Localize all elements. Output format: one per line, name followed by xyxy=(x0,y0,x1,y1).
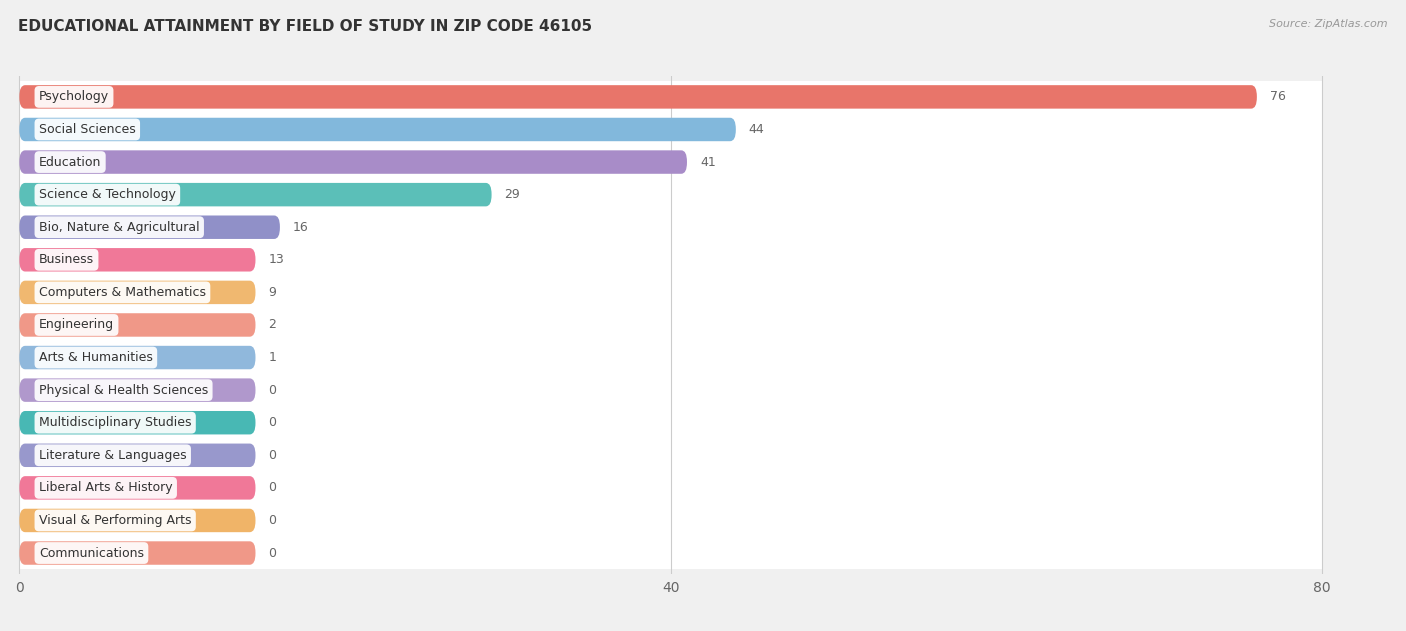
Text: Engineering: Engineering xyxy=(39,319,114,331)
Text: Arts & Humanities: Arts & Humanities xyxy=(39,351,153,364)
Text: Education: Education xyxy=(39,156,101,168)
FancyBboxPatch shape xyxy=(20,476,256,500)
FancyBboxPatch shape xyxy=(20,179,1322,211)
Text: Psychology: Psychology xyxy=(39,90,110,103)
Text: 2: 2 xyxy=(269,319,277,331)
FancyBboxPatch shape xyxy=(20,509,256,532)
Text: Communications: Communications xyxy=(39,546,143,560)
Text: Physical & Health Sciences: Physical & Health Sciences xyxy=(39,384,208,397)
FancyBboxPatch shape xyxy=(20,85,1257,109)
FancyBboxPatch shape xyxy=(20,118,735,141)
FancyBboxPatch shape xyxy=(20,276,1322,309)
Text: 0: 0 xyxy=(269,416,277,429)
Text: 44: 44 xyxy=(749,123,765,136)
FancyBboxPatch shape xyxy=(20,379,256,402)
FancyBboxPatch shape xyxy=(20,374,1322,406)
Text: 16: 16 xyxy=(292,221,309,233)
FancyBboxPatch shape xyxy=(20,146,1322,179)
FancyBboxPatch shape xyxy=(20,248,256,271)
FancyBboxPatch shape xyxy=(20,211,1322,244)
Text: 0: 0 xyxy=(269,481,277,494)
FancyBboxPatch shape xyxy=(20,281,256,304)
Text: 0: 0 xyxy=(269,546,277,560)
Text: 0: 0 xyxy=(269,449,277,462)
Text: 9: 9 xyxy=(269,286,277,299)
Text: EDUCATIONAL ATTAINMENT BY FIELD OF STUDY IN ZIP CODE 46105: EDUCATIONAL ATTAINMENT BY FIELD OF STUDY… xyxy=(18,19,592,34)
FancyBboxPatch shape xyxy=(20,113,1322,146)
Text: 13: 13 xyxy=(269,253,284,266)
FancyBboxPatch shape xyxy=(20,183,492,206)
Text: Liberal Arts & History: Liberal Arts & History xyxy=(39,481,173,494)
FancyBboxPatch shape xyxy=(20,244,1322,276)
Text: 1: 1 xyxy=(269,351,277,364)
FancyBboxPatch shape xyxy=(20,541,256,565)
FancyBboxPatch shape xyxy=(20,411,256,434)
FancyBboxPatch shape xyxy=(20,81,1322,113)
Text: 0: 0 xyxy=(269,384,277,397)
FancyBboxPatch shape xyxy=(20,313,256,337)
FancyBboxPatch shape xyxy=(20,444,256,467)
Text: Source: ZipAtlas.com: Source: ZipAtlas.com xyxy=(1270,19,1388,29)
Text: Social Sciences: Social Sciences xyxy=(39,123,135,136)
FancyBboxPatch shape xyxy=(20,439,1322,471)
FancyBboxPatch shape xyxy=(20,406,1322,439)
Text: 29: 29 xyxy=(505,188,520,201)
Text: Business: Business xyxy=(39,253,94,266)
Text: 76: 76 xyxy=(1270,90,1285,103)
Text: 0: 0 xyxy=(269,514,277,527)
Text: Visual & Performing Arts: Visual & Performing Arts xyxy=(39,514,191,527)
Text: Multidisciplinary Studies: Multidisciplinary Studies xyxy=(39,416,191,429)
Text: 41: 41 xyxy=(700,156,716,168)
Text: Computers & Mathematics: Computers & Mathematics xyxy=(39,286,205,299)
FancyBboxPatch shape xyxy=(20,150,688,174)
FancyBboxPatch shape xyxy=(20,341,1322,374)
FancyBboxPatch shape xyxy=(20,309,1322,341)
FancyBboxPatch shape xyxy=(20,471,1322,504)
FancyBboxPatch shape xyxy=(20,346,256,369)
Text: Literature & Languages: Literature & Languages xyxy=(39,449,187,462)
FancyBboxPatch shape xyxy=(20,504,1322,537)
Text: Bio, Nature & Agricultural: Bio, Nature & Agricultural xyxy=(39,221,200,233)
Text: Science & Technology: Science & Technology xyxy=(39,188,176,201)
FancyBboxPatch shape xyxy=(20,216,280,239)
FancyBboxPatch shape xyxy=(20,537,1322,569)
